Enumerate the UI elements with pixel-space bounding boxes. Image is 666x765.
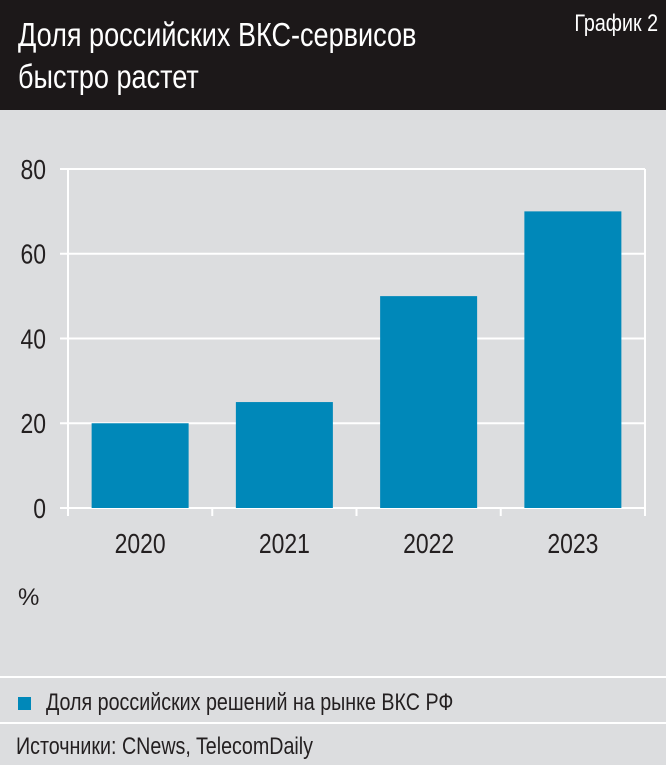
bar-2021: [235, 402, 333, 508]
y-axis-unit: %: [18, 584, 40, 611]
bar-2022: [380, 296, 478, 508]
bar-2020: [91, 423, 189, 508]
y-tick-label: 0: [33, 494, 46, 525]
bar-2023: [524, 211, 622, 508]
chart-title: Доля российских ВКС-сервисов быстро раст…: [18, 16, 417, 95]
y-tick-label: 60: [20, 240, 46, 271]
divider: [0, 676, 666, 678]
legend: Доля российских решений на рынке ВКС РФ: [18, 688, 543, 718]
x-tick-label: 2022: [403, 529, 454, 560]
legend-label: Доля российских решений на рынке ВКС РФ: [46, 689, 454, 716]
y-tick-label: 80: [20, 155, 46, 186]
y-tick-label: 20: [20, 409, 46, 440]
source-note: Источники: CNews, TelecomDaily: [16, 733, 313, 760]
chart-number-label: График 2: [574, 10, 658, 37]
x-tick-label: 2020: [115, 529, 166, 560]
bar-chart: 0 20 40 60 80 2020 2021 2022 2023: [20, 155, 646, 560]
legend-swatch: [18, 696, 31, 710]
y-tick-label: 40: [20, 324, 46, 355]
x-tick-label: 2021: [259, 529, 310, 560]
divider: [0, 722, 666, 724]
x-tick-label: 2023: [547, 529, 598, 560]
chart-header: Доля российских ВКС-сервисов быстро раст…: [0, 0, 666, 110]
